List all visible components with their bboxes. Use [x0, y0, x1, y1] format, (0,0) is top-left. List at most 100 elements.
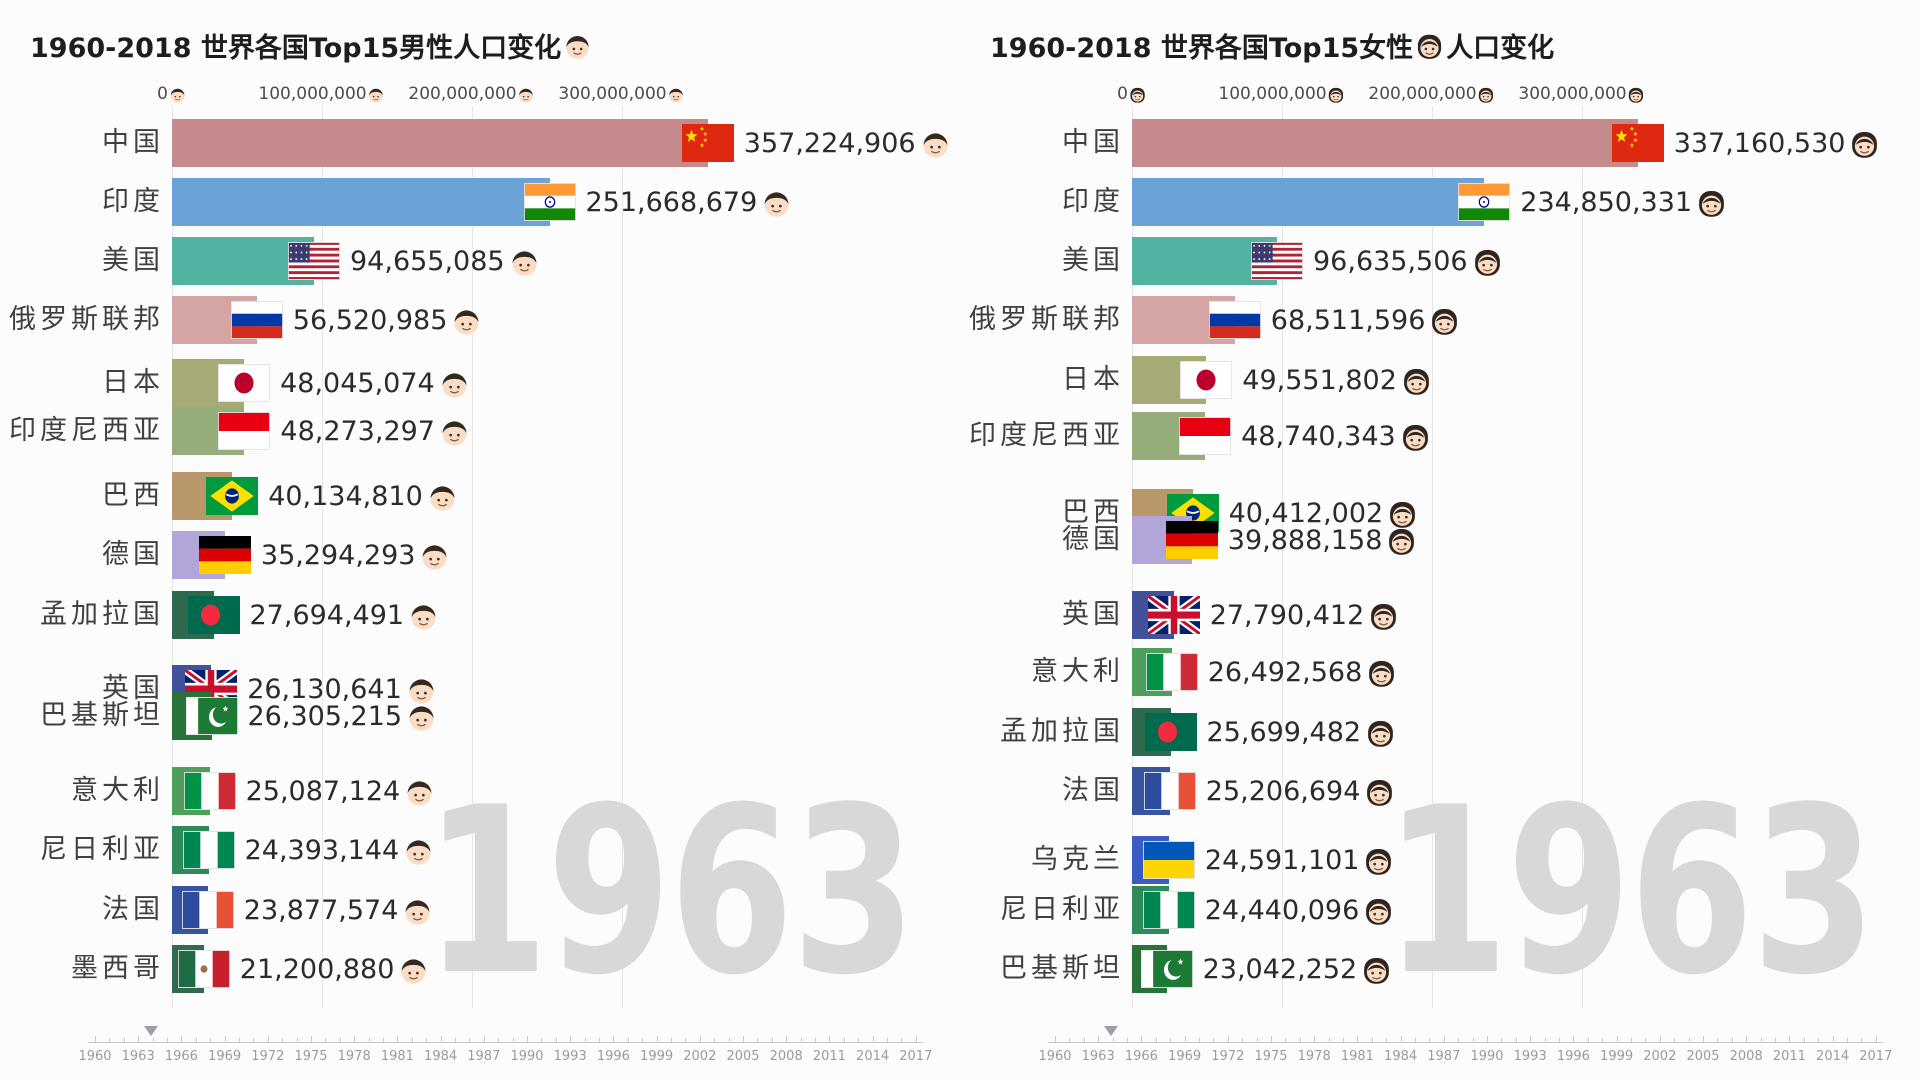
man-emoji-icon [168, 85, 187, 104]
timeline-tick [1530, 1036, 1532, 1042]
timeline-year-label: 1996 [1556, 1049, 1590, 1064]
bar-row-in: 印度 234,850,331 [960, 178, 1920, 226]
timeline-track[interactable] [1048, 1042, 1883, 1043]
country-label: 意大利 [71, 775, 164, 806]
us-flag-icon [288, 242, 340, 280]
axis-tick-label: 300,000,000 [1518, 84, 1645, 104]
timeline-tick [656, 1036, 658, 1042]
woman-emoji-icon [1848, 127, 1881, 160]
timeline-tick [555, 1038, 557, 1042]
timeline-tick [1559, 1038, 1560, 1042]
timeline-year-label: 1996 [596, 1049, 630, 1064]
man-emoji-icon [367, 85, 386, 104]
timeline-year-label: 1960 [1038, 1049, 1072, 1064]
de-flag-icon [1165, 521, 1218, 559]
bar-row-fr: 法国 25,206,694 [960, 767, 1920, 815]
bar-value-label: 56,520,985 [293, 296, 484, 344]
timeline-tick [411, 1038, 413, 1042]
timeline-tick [1357, 1036, 1359, 1042]
country-label: 俄罗斯联邦 [9, 304, 164, 335]
woman-emoji-icon [1365, 656, 1398, 689]
woman-emoji-icon [1367, 599, 1400, 632]
timeline-tick [1069, 1038, 1071, 1042]
timeline-tick [239, 1038, 240, 1042]
timeline-year-label: 2002 [1643, 1049, 1677, 1064]
bar-row-id: 印度尼西亚 48,740,343 [960, 412, 1920, 460]
timeline-year-label: 2008 [769, 1049, 803, 1064]
timeline-tick [1170, 1038, 1172, 1042]
timeline-tick [469, 1038, 471, 1042]
bar-row-ru: 俄罗斯联邦 68,511,596 [960, 296, 1920, 344]
timeline-tick [584, 1038, 586, 1042]
bar-row-de: 德国 39,888,158 [960, 516, 1920, 564]
man-emoji-icon [402, 834, 435, 867]
timeline-tick [843, 1038, 845, 1042]
timeline-track[interactable] [88, 1042, 923, 1043]
cn-flag-icon [1611, 124, 1664, 162]
timeline-tick [1515, 1038, 1517, 1042]
timeline-tick [1055, 1036, 1056, 1042]
bar-value-label: 68,511,596 [1271, 296, 1462, 344]
timeline-year-label: 1999 [640, 1049, 674, 1064]
timeline-handle[interactable] [144, 1026, 159, 1036]
timeline-tick [815, 1038, 816, 1042]
bar-row-in: 印度 251,668,679 [0, 178, 960, 226]
timeline-tick [512, 1038, 514, 1042]
bar-value-label: 48,045,074 [280, 359, 471, 407]
timeline-tick [1573, 1036, 1575, 1042]
timeline-tick [1487, 1036, 1488, 1042]
timeline-year-label: 1990 [1470, 1049, 1504, 1064]
ru-flag-icon [230, 301, 283, 339]
woman-emoji-icon [1128, 85, 1147, 104]
man-emoji-icon [667, 85, 686, 104]
timeline-tick [1199, 1038, 1200, 1042]
bar-value-label: 96,635,506 [1313, 237, 1504, 285]
bar-value-label: 251,668,679 [586, 178, 794, 226]
us-flag-icon [1251, 242, 1303, 280]
chart-title-female: 1960-2018 世界各国Top15女性 人口变化 [990, 26, 1554, 65]
axis-tick-label: 200,000,000 [1368, 84, 1495, 104]
timeline-handle[interactable] [1104, 1026, 1119, 1036]
man-emoji-icon [426, 480, 459, 513]
timeline-tick [872, 1036, 874, 1042]
timeline-tick [1803, 1038, 1805, 1042]
timeline-year-label: 2005 [1686, 1049, 1720, 1064]
axis-tick-label: 0 [157, 84, 187, 104]
timeline-tick [786, 1036, 788, 1042]
woman-emoji-icon [1363, 775, 1396, 808]
timeline-tick [1429, 1038, 1431, 1042]
timeline-tick [642, 1038, 644, 1042]
bar-value-label: 40,412,002 [1229, 489, 1420, 537]
male-population-chart-panel: 1960-2018 世界各国Top15男性人口变化 0 100,000,000 20… [0, 33, 960, 1064]
mx-flag-icon [177, 950, 230, 988]
cn-flag-icon [681, 124, 734, 162]
man-emoji-icon [418, 539, 451, 572]
timeline-tick [1789, 1036, 1791, 1042]
bar-row-ru: 俄罗斯联邦 56,520,985 [0, 296, 960, 344]
timeline-tick [1818, 1038, 1820, 1042]
timeline-tick [210, 1038, 212, 1042]
timeline-tick [1645, 1038, 1647, 1042]
ru-flag-icon [1208, 301, 1261, 339]
in-flag-icon [523, 183, 576, 221]
timeline-year-label: 1978 [337, 1049, 371, 1064]
timeline-tick [354, 1036, 356, 1042]
bar-row-jp: 日本 49,551,802 [960, 356, 1920, 404]
timeline-tick [714, 1038, 716, 1042]
country-label: 尼日利亚 [40, 834, 164, 865]
it-flag-icon [183, 772, 236, 810]
timeline-tick [613, 1036, 615, 1042]
timeline-tick [1688, 1038, 1690, 1042]
timeline-tick [1861, 1038, 1863, 1042]
population-bar [172, 178, 550, 226]
bar-row-cn: 中国 357,224,906 [0, 119, 960, 167]
country-label: 德国 [102, 539, 164, 570]
timeline-tick [181, 1036, 183, 1042]
bar-row-cn: 中国 337,160,530 [960, 119, 1920, 167]
timeline-tick [296, 1038, 298, 1042]
bar-row-jp: 日本 48,045,074 [0, 359, 960, 407]
timeline-year-label: 2002 [683, 1049, 717, 1064]
timeline-year-label: 1999 [1600, 1049, 1634, 1064]
chart-title-text: 1960-2018 世界各国Top15女性 [990, 33, 1414, 64]
timeline-year-label: 1969 [1168, 1049, 1202, 1064]
